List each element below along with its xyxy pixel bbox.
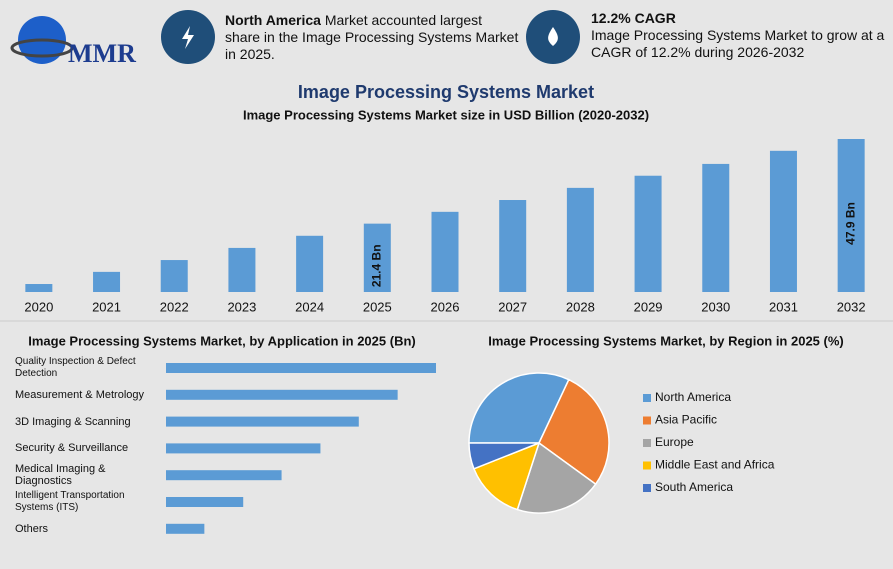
pie-slice — [472, 441, 541, 511]
category-label-box: Intelligent Transportation Systems (ITS) — [15, 490, 125, 513]
bar — [166, 523, 205, 534]
category-label-box: Others — [15, 522, 49, 535]
info-text: Market accounted largest share in the Im… — [225, 12, 519, 62]
legend-label: South America — [655, 480, 733, 494]
legend-swatch — [643, 439, 651, 447]
x-tick-label: 2026 — [431, 299, 460, 314]
x-tick-label: 2022 — [160, 299, 189, 314]
legend-swatch — [643, 394, 651, 402]
bar — [160, 260, 188, 292]
category-label: Measurement & Metrology — [15, 388, 144, 401]
bar — [837, 139, 865, 292]
pie-slice — [468, 442, 540, 470]
logo-text: MMR — [68, 39, 136, 68]
category-label: Security & Surveillance — [15, 442, 129, 455]
bar — [769, 150, 797, 292]
legend-label: Middle East and Africa — [655, 458, 775, 472]
category-label-box: 3D Imaging & Scanning — [15, 415, 131, 428]
chart-title: Image Processing Systems Market, by Appl… — [28, 333, 415, 348]
pie-slice — [468, 372, 570, 444]
bar — [166, 363, 436, 373]
info-bold: 12.2% CAGR — [591, 10, 676, 26]
pie-slice — [516, 441, 597, 514]
x-tick-label: 2029 — [634, 299, 663, 314]
x-tick-label: 2030 — [701, 299, 730, 314]
bar — [166, 497, 244, 507]
main-title: Image Processing Systems Market — [298, 82, 594, 102]
info-box: North America Market accounted largest s… — [225, 12, 519, 62]
logo-ring — [10, 38, 74, 58]
chart-title: Image Processing Systems Market size in … — [243, 107, 649, 122]
category-label-box: Measurement & Metrology — [15, 388, 144, 401]
legend-label: Asia Pacific — [655, 413, 717, 427]
x-tick-label: 2027 — [498, 299, 527, 314]
bar — [431, 211, 459, 292]
x-tick-label: 2031 — [769, 299, 798, 314]
category-label: Others — [15, 522, 49, 535]
legend-label: Europe — [655, 435, 694, 449]
bar — [566, 187, 594, 292]
x-tick-label: 2020 — [24, 299, 53, 314]
icon-drop — [548, 27, 558, 46]
legend-swatch — [643, 461, 651, 470]
bar — [702, 163, 730, 292]
category-label: Medical Imaging & Diagnostics — [15, 463, 106, 488]
x-tick-label: 2028 — [566, 299, 595, 314]
bar — [499, 200, 527, 292]
bar — [166, 389, 398, 400]
x-tick-label: 2023 — [227, 299, 256, 314]
bar — [25, 284, 53, 292]
x-tick-label: 2025 — [363, 299, 392, 314]
legend-swatch — [643, 484, 651, 492]
pie-slice — [538, 378, 610, 486]
x-tick-label: 2021 — [92, 299, 121, 314]
info-text: Image Processing Systems Market to grow … — [591, 27, 885, 60]
info-bold: North America — [225, 12, 321, 28]
bar — [634, 175, 662, 292]
bar — [363, 223, 391, 292]
chart-title: Image Processing Systems Market, by Regi… — [488, 333, 843, 348]
category-label-box: Quality Inspection & Defect Detection — [15, 356, 136, 379]
bar — [166, 443, 321, 454]
bar — [228, 247, 256, 292]
category-label-box: Security & Surveillance — [15, 442, 129, 455]
x-tick-label: 2024 — [295, 299, 324, 314]
bar — [166, 416, 359, 427]
value-label: 47.9 Bn — [843, 202, 857, 245]
category-label: 3D Imaging & Scanning — [15, 415, 131, 428]
category-label: Intelligent Transportation Systems (ITS) — [15, 490, 125, 513]
legend-swatch — [643, 416, 651, 425]
value-label: 21.4 Bn — [369, 244, 383, 287]
legend-label: North America — [655, 390, 731, 404]
bar — [166, 470, 282, 481]
bar — [93, 271, 121, 292]
category-label-box: Medical Imaging & Diagnostics — [15, 463, 106, 488]
category-label: Quality Inspection & Defect Detection — [15, 356, 136, 379]
bar — [296, 235, 324, 292]
x-tick-label: 2032 — [837, 299, 866, 314]
icon-bolt — [182, 26, 194, 49]
